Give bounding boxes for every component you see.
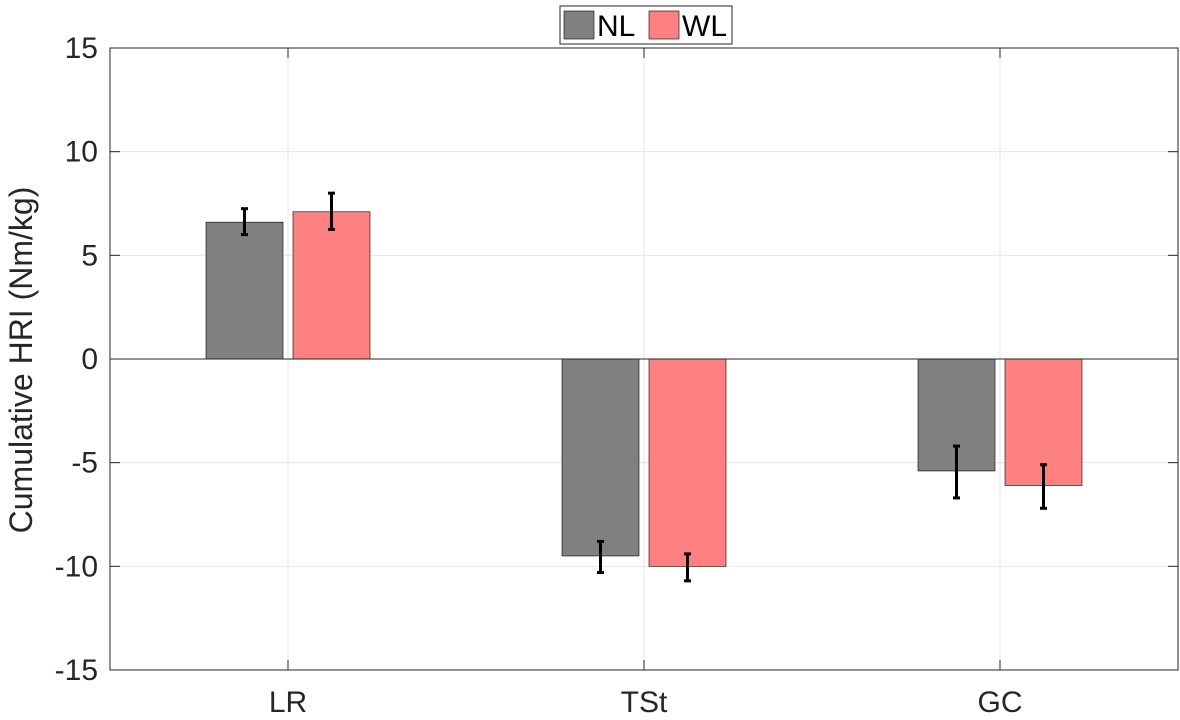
error-bars: [241, 191, 1047, 583]
bars: [205, 211, 1083, 567]
bar: [292, 211, 371, 360]
x-tick-label: TSt: [621, 686, 668, 719]
y-tick-label: 5: [81, 239, 98, 272]
x-tick-labels: LR TSt GC: [269, 686, 1023, 719]
y-tick-label: -5: [71, 447, 98, 480]
y-tick-label: 15: [65, 32, 98, 65]
y-tick-label: 0: [81, 343, 98, 376]
y-axis-label: Cumulative HRI (Nm/kg): [3, 187, 39, 534]
bar: [648, 358, 727, 567]
x-tick-label: LR: [269, 686, 307, 719]
legend-swatch: [648, 10, 680, 40]
legend-swatch: [563, 10, 595, 40]
legend-label: WL: [682, 10, 727, 43]
y-tick-label: -15: [55, 654, 98, 687]
bar: [205, 221, 284, 360]
bar: [561, 358, 640, 557]
y-tick-label: -10: [55, 550, 98, 583]
legend: NL WL: [559, 5, 733, 45]
x-tick-label: GC: [978, 686, 1023, 719]
y-tick-label: 10: [65, 136, 98, 169]
legend-label: NL: [597, 10, 635, 43]
y-ticks: -15 -10 -5 0 5 10 15: [55, 32, 1178, 687]
